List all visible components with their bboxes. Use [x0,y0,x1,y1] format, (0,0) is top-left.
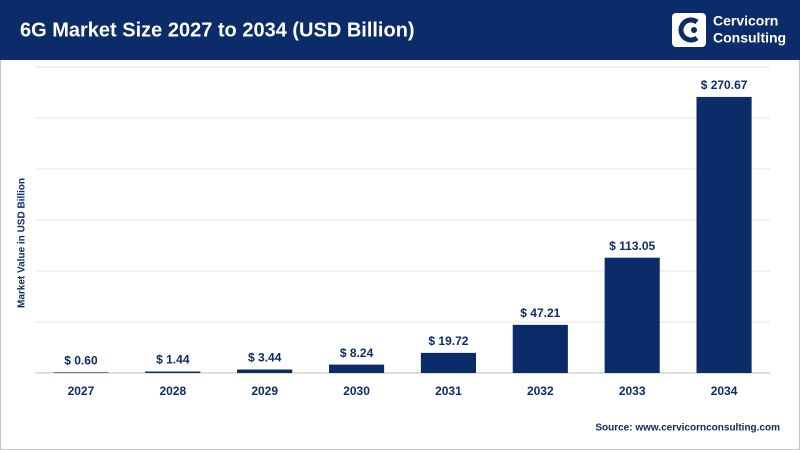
value-label: $ 1.44 [156,353,190,367]
logo-text: Cervicorn [713,13,778,29]
bar [145,371,201,373]
x-tick-label: 2033 [619,384,646,398]
bar [329,364,385,373]
value-label: $ 3.44 [248,351,282,365]
source-note: Source: www.cervicornconsulting.com [595,423,780,434]
x-tick-label: 2031 [435,384,462,398]
bar [53,372,109,373]
logo: Cervicorn Consulting [672,13,786,47]
chart-title: 6G Market Size 2027 to 2034 (USD Billion… [20,19,415,41]
value-label: $ 47.21 [520,306,560,320]
y-axis-label: Market Value in USD Billion [17,178,28,308]
logo-mark [678,17,699,43]
value-label: $ 0.60 [64,354,98,368]
logo-text: Consulting [713,30,786,46]
bar [420,352,476,373]
header-band [0,0,800,60]
bar [696,96,752,374]
bar [237,369,293,373]
x-tick-label: 2032 [527,384,554,398]
bar [604,257,660,373]
bar [512,324,568,373]
value-label: $ 270.67 [701,78,748,92]
x-tick-label: 2030 [343,384,370,398]
logo-icon [672,13,706,47]
logo-dot [691,27,697,33]
x-tick-label: 2029 [251,384,278,398]
x-tick-label: 2027 [68,384,95,398]
value-label: $ 8.24 [340,346,374,360]
value-label: $ 113.05 [609,239,655,253]
x-tick-label: 2028 [159,384,186,398]
x-tick-label: 2034 [711,384,738,398]
value-label: $ 19.72 [428,334,468,348]
